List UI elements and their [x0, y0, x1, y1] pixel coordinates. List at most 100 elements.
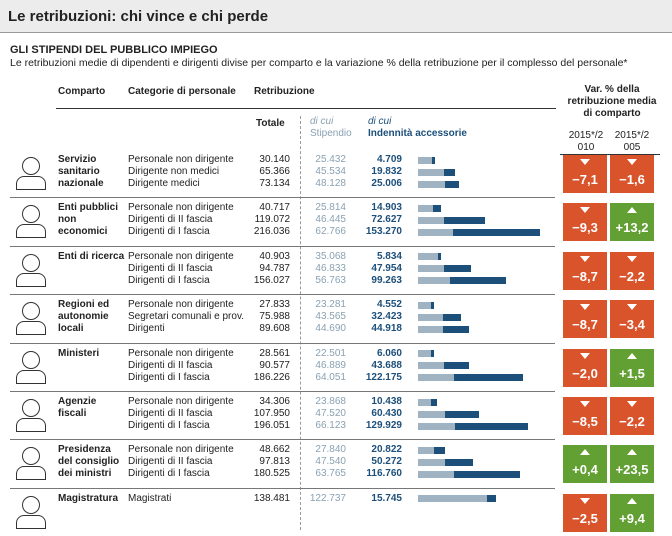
icon	[22, 447, 40, 466]
bar-stipendio	[418, 156, 433, 164]
group-rule	[10, 487, 555, 489]
totale: 65.366	[259, 166, 290, 177]
group-name: Presidenza del consiglio dei ministri	[58, 444, 120, 480]
category: Dirigenti di II fascia	[128, 214, 213, 226]
category: Personale non dirigente	[128, 250, 234, 262]
col-header: 2015*/2005	[614, 130, 650, 153]
totale: 186.226	[253, 371, 290, 383]
category: Dirigenti di II fascia	[128, 262, 213, 274]
bar-indennita	[431, 301, 434, 309]
bar-stipendio	[418, 362, 445, 370]
bar-indennita	[444, 458, 474, 466]
totale: 90.577	[259, 359, 290, 371]
bar-stipendio	[418, 253, 438, 261]
group-rule	[10, 391, 555, 392]
stipendio: 122.737	[309, 492, 346, 504]
bar-indennita	[433, 446, 446, 454]
section-title: GLI STIPENDI DEL PUBBLICO IMPIEGO	[10, 44, 218, 56]
totale: 34.306	[259, 396, 290, 407]
group-rule	[10, 439, 555, 441]
var-arrow	[627, 449, 637, 456]
group-name: Agenzie fiscali	[58, 396, 97, 419]
indennita: 6.060	[376, 347, 402, 359]
stipendio: 66.123	[315, 420, 346, 431]
totale: 40.717	[259, 202, 290, 214]
var-arrow	[627, 497, 637, 504]
bar-indennita	[453, 470, 520, 478]
icon	[16, 466, 46, 481]
indennita: 43.688	[371, 359, 402, 371]
icon	[22, 399, 40, 417]
var-arrow	[627, 255, 637, 262]
var-arrow	[580, 352, 590, 359]
bar-indennita	[444, 265, 472, 273]
category: Dirigenti di II fascia	[128, 456, 213, 468]
group-rule	[10, 294, 555, 296]
var-label: −3,4	[619, 317, 645, 333]
stipendio: 46.833	[315, 262, 346, 274]
var-arrow	[580, 159, 590, 165]
indennita: 116.760	[366, 468, 402, 480]
bar-stipendio	[418, 325, 444, 333]
bar-stipendio	[418, 422, 456, 430]
bar-indennita	[432, 204, 441, 212]
category: Personale non dirigente	[128, 202, 234, 214]
var-arrow	[627, 304, 637, 311]
group-rule	[10, 197, 555, 199]
bar-stipendio	[418, 470, 454, 478]
indennita: 60.430	[371, 408, 402, 419]
category: Dirigenti	[128, 323, 165, 335]
stipendio: 47.520	[315, 408, 346, 419]
stipendio: 25.432	[315, 154, 346, 165]
totale: 40.903	[259, 250, 290, 262]
bar-stipendio	[418, 446, 434, 454]
stipendio: 48.128	[315, 178, 346, 189]
col-header: di cui	[368, 116, 392, 127]
var-label: −1,6	[619, 172, 645, 187]
icon	[16, 224, 46, 239]
indennita: 44.918	[371, 323, 402, 335]
indennita: 5.834	[376, 250, 402, 262]
var-arrow	[580, 401, 590, 407]
icon	[22, 253, 40, 272]
bar-stipendio	[418, 301, 432, 309]
totale: 28.561	[259, 347, 290, 359]
var-arrow	[580, 304, 590, 311]
indennita: 122.175	[365, 371, 402, 383]
bar-indennita	[442, 313, 461, 321]
category: Dirigenti di II fascia	[128, 359, 213, 371]
category: Personale non dirigente	[128, 396, 234, 407]
var-label: −2,0	[572, 365, 598, 381]
totale: 107.950	[253, 408, 290, 419]
indennita: 153.270	[365, 226, 402, 238]
totale: 119.072	[254, 214, 290, 226]
var-label: +9,4	[619, 510, 645, 526]
title-bar	[0, 0, 672, 33]
group-rule	[10, 245, 555, 247]
col-header: Stipendio	[310, 128, 352, 139]
var-arrow	[580, 449, 590, 456]
var-label: +1,5	[619, 365, 645, 381]
bar-indennita	[444, 216, 486, 224]
icon	[16, 272, 46, 287]
var-label: −2,2	[619, 268, 645, 284]
icon	[16, 514, 46, 529]
stipendio: 63.765	[315, 468, 346, 480]
bar-indennita	[443, 168, 455, 176]
category: Personale non dirigente	[128, 154, 234, 165]
stipendio: 23.868	[315, 396, 346, 407]
bar-indennita	[487, 495, 497, 503]
group-name: Enti pubblici non economici	[58, 202, 118, 238]
group-name: Servizio sanitario nazionale	[58, 154, 104, 189]
icon	[16, 176, 46, 190]
var-arrow	[580, 497, 590, 504]
stipendio: 25.814	[315, 202, 346, 214]
var-label: −2,2	[619, 414, 645, 429]
indennita: 4.552	[376, 299, 402, 311]
indennita: 20.822	[371, 444, 402, 456]
stipendio: 43.565	[315, 311, 346, 323]
category: Magistrati	[128, 492, 172, 504]
bar-stipendio	[418, 374, 455, 382]
col-header: Retribuzione	[254, 86, 315, 97]
